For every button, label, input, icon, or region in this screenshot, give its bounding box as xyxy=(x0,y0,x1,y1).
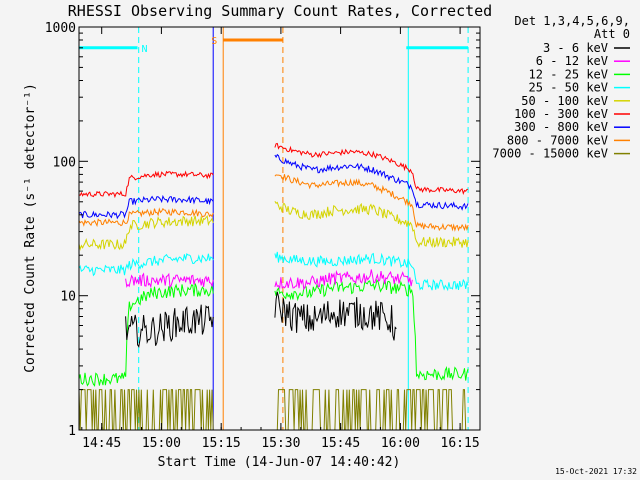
y-tick-label: 1000 xyxy=(45,21,76,36)
x-tick-label: 15:30 xyxy=(261,436,300,451)
marker-lines xyxy=(138,27,469,430)
x-axis: 14:45 15:00 15:15 15:30 15:45 16:00 16:15 xyxy=(81,27,481,451)
y-tick-label: 1 xyxy=(68,424,76,439)
series-line xyxy=(78,215,214,251)
legend-label: 25 - 50 keV xyxy=(529,81,608,95)
legend-label: 800 - 7000 keV xyxy=(507,133,608,147)
series-12-25-kev xyxy=(78,279,469,387)
legend-label: 7000 - 15000 keV xyxy=(492,147,608,161)
series-line xyxy=(274,269,413,291)
legend-label: 3 - 6 keV xyxy=(543,41,608,55)
footer-timestamp: 15-Oct-2021 17:32 xyxy=(555,467,637,476)
plot-frame xyxy=(78,26,481,431)
series-line xyxy=(274,174,469,232)
y-tick-label: 100 xyxy=(53,155,76,170)
flag-label: S xyxy=(211,36,217,47)
series-line xyxy=(274,153,469,211)
legend-label: 6 - 12 keV xyxy=(536,54,608,68)
series-line xyxy=(274,279,469,381)
series-3-6-kev xyxy=(125,291,397,348)
series-25-50-kev xyxy=(78,251,469,292)
flag-bars: NS xyxy=(79,36,469,55)
series-line xyxy=(274,201,469,248)
series-300-800-kev xyxy=(78,153,469,220)
legend-label: 12 - 25 keV xyxy=(529,67,608,81)
series-line xyxy=(125,304,214,348)
legend-label: 50 - 100 keV xyxy=(521,94,608,108)
series-line xyxy=(78,252,214,277)
series-line xyxy=(274,251,469,292)
series-line xyxy=(78,170,214,199)
series-50-100-kev xyxy=(78,201,469,251)
x-tick-label: 15:15 xyxy=(202,436,241,451)
flag-label: N xyxy=(142,44,148,55)
x-tick-label: 16:00 xyxy=(381,436,420,451)
series-6-12-kev xyxy=(125,269,413,291)
y-axis: 1 10 100 1000 xyxy=(45,21,480,439)
plot-area: NS xyxy=(78,26,481,431)
legend-header-line-1: Det 1,3,4,5,6,9, xyxy=(514,14,630,28)
series-line xyxy=(78,207,214,228)
series-line xyxy=(78,283,214,387)
x-tick-label: 14:45 xyxy=(82,436,121,451)
y-tick-label: 10 xyxy=(60,290,76,305)
series-line xyxy=(274,291,397,341)
series-800-7000-kev xyxy=(78,174,469,232)
legend-label: 300 - 800 keV xyxy=(514,120,608,134)
legend-header-line-2: Att 0 xyxy=(594,27,630,41)
series-line xyxy=(274,142,469,195)
y-axis-label: Corrected Count Rate (s⁻¹ detector⁻¹) xyxy=(23,83,38,373)
chart-title: RHESSI Observing Summary Count Rates, Co… xyxy=(68,2,492,20)
series-line xyxy=(78,194,214,220)
legend-label: 100 - 300 keV xyxy=(514,107,608,121)
plot-background xyxy=(79,27,480,430)
series-100-300-kev xyxy=(78,142,469,199)
x-tick-label: 15:00 xyxy=(142,436,181,451)
series-line xyxy=(125,272,214,289)
x-tick-label: 15:45 xyxy=(321,436,360,451)
x-axis-label: Start Time (14-Jun-07 14:40:42) xyxy=(158,455,401,470)
x-tick-label: 16:15 xyxy=(441,436,480,451)
